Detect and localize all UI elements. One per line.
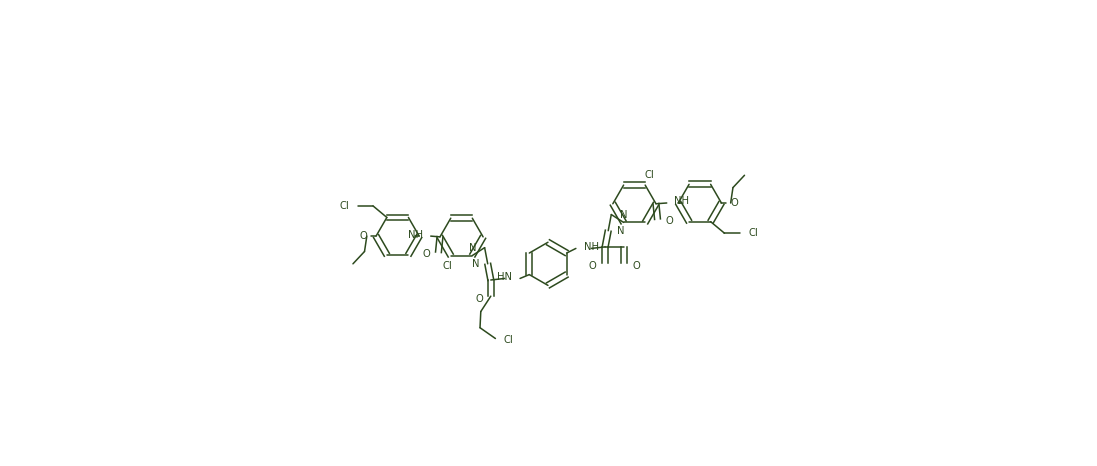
Text: O: O bbox=[666, 216, 674, 226]
Text: Cl: Cl bbox=[644, 170, 654, 180]
Text: N: N bbox=[620, 210, 627, 219]
Text: O: O bbox=[422, 249, 430, 259]
Text: NH: NH bbox=[584, 242, 599, 252]
Text: O: O bbox=[475, 294, 483, 304]
Text: O: O bbox=[589, 261, 597, 271]
Text: NH: NH bbox=[675, 197, 689, 206]
Text: N: N bbox=[617, 226, 624, 236]
Text: HN: HN bbox=[497, 272, 512, 282]
Text: O: O bbox=[633, 261, 641, 271]
Text: N: N bbox=[468, 243, 476, 253]
Text: Cl: Cl bbox=[442, 260, 452, 271]
Text: Cl: Cl bbox=[504, 335, 513, 345]
Text: NH: NH bbox=[408, 230, 423, 240]
Text: Cl: Cl bbox=[339, 201, 349, 211]
Text: N: N bbox=[472, 259, 479, 269]
Text: O: O bbox=[359, 231, 366, 241]
Text: Cl: Cl bbox=[748, 228, 758, 238]
Text: O: O bbox=[731, 198, 738, 208]
